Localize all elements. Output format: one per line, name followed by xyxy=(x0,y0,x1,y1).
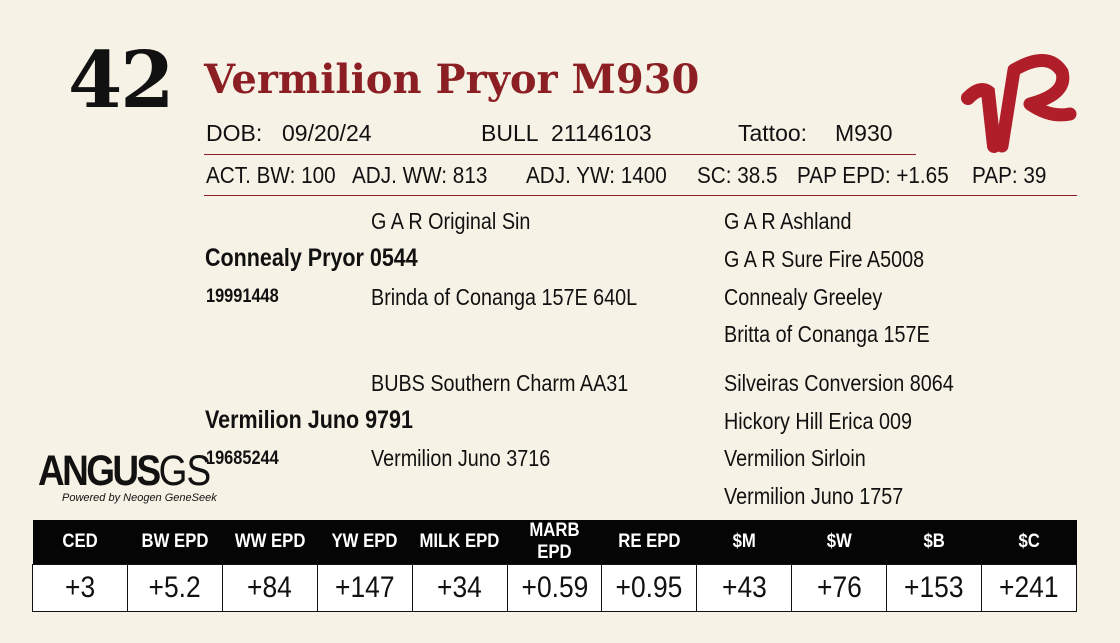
pap-epd: PAP EPD: +1.65 xyxy=(797,162,949,188)
sire-registration: 19991448 xyxy=(206,286,279,307)
epd-value-cell: +153 xyxy=(886,564,983,612)
granddam-3: Vermilion Sirloin xyxy=(724,445,866,471)
tattoo-value: M930 xyxy=(835,120,893,146)
epd-header-cell: $C xyxy=(981,520,1077,565)
pap-value: PAP: 39 xyxy=(972,162,1047,188)
epd-header-cell: BW EPD xyxy=(127,520,223,565)
epd-header-cell: MILK EPD xyxy=(412,520,508,565)
dam-dam: Vermilion Juno 3716 xyxy=(371,445,551,471)
epd-value-cell: +241 xyxy=(981,564,1077,612)
scrotal-circumference: SC: 38.5 xyxy=(697,162,778,188)
logo-tagline: Powered by Neogen GeneSeek xyxy=(62,492,217,504)
epd-value-cell: +84 xyxy=(221,564,318,612)
epd-value-cell: +3 xyxy=(32,564,128,612)
epd-value-cell: +5.2 xyxy=(126,564,223,612)
adjusted-yearling-weight: ADJ. YW: 1400 xyxy=(526,162,667,188)
epd-header-cell: $W xyxy=(791,520,887,565)
epd-header-cell: YW EPD xyxy=(317,520,413,565)
epd-header-row: CED BW EPD WW EPD YW EPD MILK EPD MARB E… xyxy=(32,520,1077,565)
logo-brand-suffix: GS xyxy=(158,447,212,495)
epd-header-cell: WW EPD xyxy=(222,520,318,565)
epd-value-cell: +0.59 xyxy=(506,564,603,612)
epd-header-cell: $M xyxy=(696,520,792,565)
epd-header-cell: CED xyxy=(32,520,128,565)
dam-name: Vermilion Juno 9791 xyxy=(205,406,413,434)
epd-header-cell: $B xyxy=(886,520,982,565)
granddam-1: Silveiras Conversion 8064 xyxy=(724,370,954,396)
granddam-2: Hickory Hill Erica 009 xyxy=(724,408,912,434)
epd-value-cell: +0.95 xyxy=(601,564,698,612)
epd-header-cell: RE EPD xyxy=(601,520,697,565)
grandsire-2: G A R Sure Fire A5008 xyxy=(724,246,925,272)
grandsire-3: Connealy Greeley xyxy=(724,284,883,310)
info-divider-1 xyxy=(204,154,916,155)
animal-name: Vermilion Pryor M930 xyxy=(204,56,700,103)
dob-label: DOB: xyxy=(206,120,263,146)
epd-value-cell: +43 xyxy=(696,564,793,612)
epd-header-cell: MARB EPD xyxy=(507,520,602,565)
info-divider-2 xyxy=(204,195,1077,196)
tattoo-label: Tattoo: xyxy=(738,120,808,146)
sire-sire: G A R Original Sin xyxy=(371,208,531,234)
epd-table: CED BW EPD WW EPD YW EPD MILK EPD MARB E… xyxy=(32,520,1077,612)
dob-value: 09/20/24 xyxy=(282,120,372,146)
grandsire-1: G A R Ashland xyxy=(724,208,852,234)
registration-number: 21146103 xyxy=(551,120,652,146)
bull-label: BULL xyxy=(481,120,539,146)
dam-sire: BUBS Southern Charm AA31 xyxy=(371,370,629,396)
granddam-4: Vermilion Juno 1757 xyxy=(724,483,904,509)
logo-brand-main: ANGUS xyxy=(38,447,161,495)
epd-value-cell: +147 xyxy=(316,564,413,612)
angus-gs-logo: ANGUSGS xyxy=(38,447,212,495)
sire-name: Connealy Pryor 0544 xyxy=(205,244,418,272)
actual-birth-weight: ACT. BW: 100 xyxy=(206,162,336,188)
grandsire-4: Britta of Conanga 157E xyxy=(724,321,930,347)
epd-value-cell: +76 xyxy=(791,564,888,612)
sire-dam: Brinda of Conanga 157E 640L xyxy=(371,284,638,310)
dam-registration: 19685244 xyxy=(206,448,279,469)
adjusted-weaning-weight: ADJ. WW: 813 xyxy=(352,162,488,188)
epd-value-row: +3 +5.2 +84 +147 +34 +0.59 +0.95 +43 +76… xyxy=(32,564,1077,612)
ranch-brand-logo xyxy=(961,54,1077,153)
lot-number: 42 xyxy=(68,35,175,126)
epd-value-cell: +34 xyxy=(411,564,508,612)
